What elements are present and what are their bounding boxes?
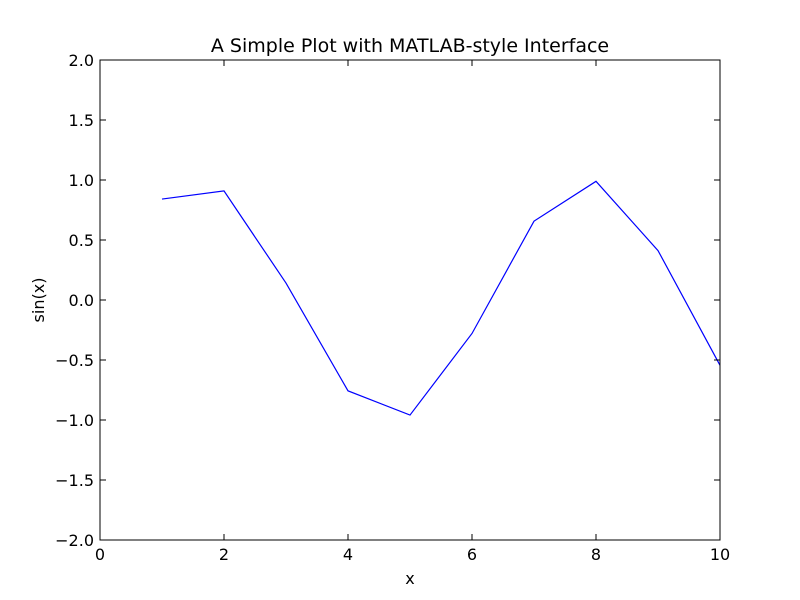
axes-frame bbox=[99, 59, 721, 541]
y-tick-label: 1.0 bbox=[69, 171, 94, 190]
x-tick-label: 10 bbox=[710, 545, 730, 564]
y-tick-label: 0.5 bbox=[69, 231, 94, 250]
y-tick-label: −1.0 bbox=[55, 411, 94, 430]
x-axis-label: x bbox=[405, 569, 414, 588]
x-axis-ticks: 0 2 4 6 8 10 bbox=[95, 60, 730, 564]
series-line-0 bbox=[161, 180, 720, 416]
x-tick-label: 4 bbox=[343, 545, 353, 564]
y-tick-label: 2.0 bbox=[69, 51, 94, 70]
y-axis-label: sin(x) bbox=[29, 278, 48, 323]
x-tick-label: 0 bbox=[95, 545, 105, 564]
y-tick-label: 1.5 bbox=[69, 111, 94, 130]
x-tick-label: 2 bbox=[219, 545, 229, 564]
x-tick-label: 8 bbox=[591, 545, 601, 564]
x-tick-label: 6 bbox=[467, 545, 477, 564]
y-axis-ticks: −2.0 −1.5 −1.0 −0.5 0.0 0.5 1.0 1.5 2.0 bbox=[55, 51, 720, 550]
y-tick-label: −1.5 bbox=[55, 471, 94, 490]
y-tick-label: −2.0 bbox=[55, 531, 94, 550]
y-tick-label: 0.0 bbox=[69, 291, 94, 310]
series-layer bbox=[161, 180, 720, 416]
chart-title: A Simple Plot with MATLAB-style Interfac… bbox=[211, 35, 609, 57]
y-tick-label: −0.5 bbox=[55, 351, 94, 370]
